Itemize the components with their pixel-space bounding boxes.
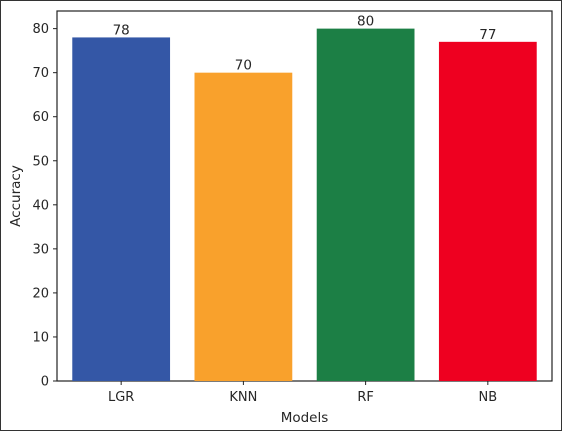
- x-tick-label-knn: KNN: [229, 390, 257, 405]
- y-tick-label: 10: [32, 330, 49, 345]
- bar-rf: [316, 28, 415, 381]
- y-axis-label: Accuracy: [8, 165, 24, 227]
- x-tick-label-lgr: LGR: [108, 390, 134, 405]
- y-tick-label: 40: [32, 198, 49, 213]
- y-tick-label: 20: [32, 286, 49, 301]
- data-label-nb: 77: [479, 27, 496, 43]
- y-tick-label: 60: [32, 110, 49, 125]
- y-axis: 0 10 20 30 40 50 60 70 80: [32, 22, 57, 390]
- bars-layer: [72, 28, 537, 382]
- data-label-knn: 70: [235, 58, 252, 74]
- bar-lgr: [72, 37, 171, 382]
- x-axis-label: Models: [281, 410, 329, 426]
- bar-knn: [194, 72, 293, 382]
- data-label-rf: 80: [357, 14, 374, 30]
- y-tick-label: 50: [32, 154, 49, 169]
- bar-nb: [438, 41, 537, 381]
- y-tick-label: 0: [41, 375, 49, 390]
- y-tick-label: 30: [32, 242, 49, 257]
- x-axis: LGR KNN RF NB: [108, 381, 497, 405]
- y-tick-label: 80: [32, 22, 49, 37]
- y-tick-label: 70: [32, 66, 49, 81]
- x-tick-label-rf: RF: [357, 390, 374, 405]
- data-label-lgr: 78: [113, 22, 130, 38]
- data-labels-layer: 78 70 80 77: [113, 14, 497, 74]
- x-tick-label-nb: NB: [479, 390, 498, 405]
